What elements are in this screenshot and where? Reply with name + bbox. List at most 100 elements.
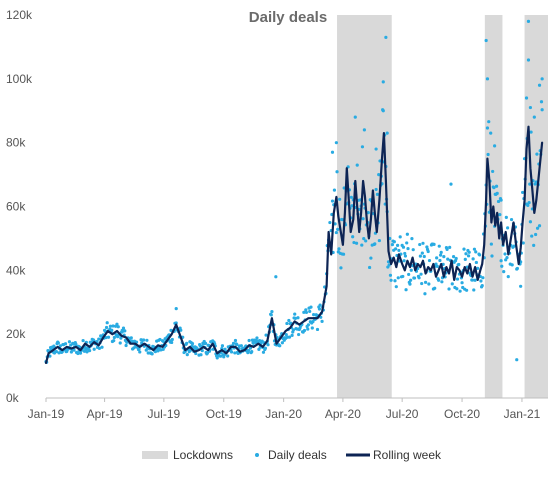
daily-deal-point	[330, 199, 335, 203]
daily-deal-point	[119, 336, 123, 340]
daily-deal-point	[401, 274, 405, 279]
x-tick-label: Oct-20	[444, 407, 480, 421]
daily-deal-point	[509, 217, 514, 222]
daily-deal-point	[310, 326, 314, 330]
daily-deal-point	[233, 351, 237, 355]
daily-deal-point	[354, 241, 359, 245]
daily-deal-point	[470, 278, 475, 282]
daily-deal-point	[185, 341, 189, 345]
daily-deal-point	[427, 258, 432, 263]
daily-deal-point	[278, 344, 282, 348]
daily-deal-point	[337, 247, 341, 251]
legend-daily-deals-swatch	[255, 453, 259, 457]
daily-deal-point	[384, 35, 388, 39]
daily-deal-point	[56, 341, 60, 345]
daily-deal-point	[332, 188, 337, 192]
daily-deal-point	[121, 326, 126, 330]
daily-deal-point	[487, 120, 491, 124]
daily-deal-point	[85, 350, 89, 354]
y-tick-label: 100k	[6, 72, 33, 86]
daily-deal-point	[264, 333, 268, 337]
daily-deal-point	[493, 144, 497, 148]
y-tick-labels: 0k 20k 40k 60k 80k 100k 120k	[6, 8, 33, 405]
daily-deal-point	[116, 325, 120, 329]
daily-deal-point	[285, 321, 289, 326]
daily-deal-point	[369, 256, 373, 260]
daily-deal-point	[231, 341, 236, 345]
daily-deal-point	[246, 348, 251, 353]
daily-deal-point	[412, 276, 417, 280]
daily-deal-point	[485, 77, 490, 81]
daily-deal-point	[418, 242, 422, 247]
daily-deal-point	[403, 251, 407, 256]
daily-deal-point	[479, 279, 483, 283]
daily-deal-point	[334, 230, 338, 235]
daily-deal-point	[526, 58, 531, 62]
daily-deal-point	[317, 307, 322, 311]
daily-deal-point	[417, 276, 421, 280]
daily-deal-point	[367, 265, 372, 270]
daily-deal-point	[247, 338, 251, 343]
daily-deal-point	[287, 335, 292, 339]
daily-deal-point	[280, 341, 284, 345]
daily-deal-point	[297, 332, 301, 337]
daily-deal-point	[263, 346, 268, 350]
daily-deal-point	[437, 278, 441, 282]
daily-deal-point	[504, 215, 508, 220]
daily-deal-point	[375, 192, 380, 196]
daily-deal-point	[124, 343, 128, 348]
daily-deal-point	[235, 342, 239, 347]
daily-deal-point	[472, 288, 476, 292]
daily-deal-point	[390, 243, 394, 247]
daily-deal-point	[395, 243, 400, 247]
daily-deal-point	[341, 252, 346, 256]
daily-deal-point	[455, 277, 460, 281]
daily-deal-point	[304, 308, 308, 312]
daily-deal-point	[199, 353, 203, 357]
daily-deal-point	[427, 282, 431, 286]
x-tick-label: Jan-21	[504, 407, 541, 421]
daily-deal-point	[502, 270, 506, 274]
daily-deal-point	[402, 259, 406, 263]
daily-deal-point	[81, 338, 85, 343]
daily-deal-point	[274, 275, 278, 279]
daily-deal-point	[524, 96, 529, 100]
daily-deal-point	[450, 282, 454, 286]
daily-deal-point	[499, 198, 503, 202]
daily-deal-point	[463, 257, 467, 261]
daily-deal-point	[451, 255, 456, 259]
daily-deal-point	[174, 307, 178, 311]
daily-deal-point	[308, 309, 312, 314]
legend-daily-deals-label: Daily deals	[268, 448, 327, 462]
daily-deal-point	[540, 108, 544, 112]
daily-deal-point	[439, 250, 443, 255]
daily-deal-point	[233, 338, 238, 343]
daily-deal-point	[223, 347, 227, 351]
daily-deal-point	[57, 351, 61, 355]
daily-deal-point	[515, 266, 519, 271]
daily-deal-point	[485, 126, 490, 130]
daily-deal-point	[353, 115, 357, 119]
daily-deal-point	[505, 255, 509, 260]
daily-deal-point	[425, 245, 429, 249]
daily-deal-point	[438, 253, 443, 257]
x-tick-label: Oct-19	[206, 407, 242, 421]
daily-deal-point	[304, 310, 309, 315]
daily-deal-point	[471, 257, 475, 261]
daily-deal-point	[174, 321, 178, 325]
daily-deal-point	[499, 259, 503, 263]
daily-deal-point	[540, 77, 544, 81]
daily-deal-point	[426, 249, 430, 254]
daily-deal-point	[110, 328, 114, 332]
daily-deal-point	[462, 247, 466, 251]
daily-deal-point	[396, 276, 400, 280]
daily-deal-point	[494, 184, 499, 188]
legend-lockdowns-label: Lockdowns	[173, 448, 233, 462]
daily-deal-point	[374, 187, 378, 192]
daily-deal-point	[362, 128, 366, 132]
daily-deal-point	[257, 338, 262, 343]
daily-deal-point	[296, 316, 300, 320]
daily-deal-point	[409, 278, 413, 282]
daily-deal-point	[393, 279, 397, 283]
